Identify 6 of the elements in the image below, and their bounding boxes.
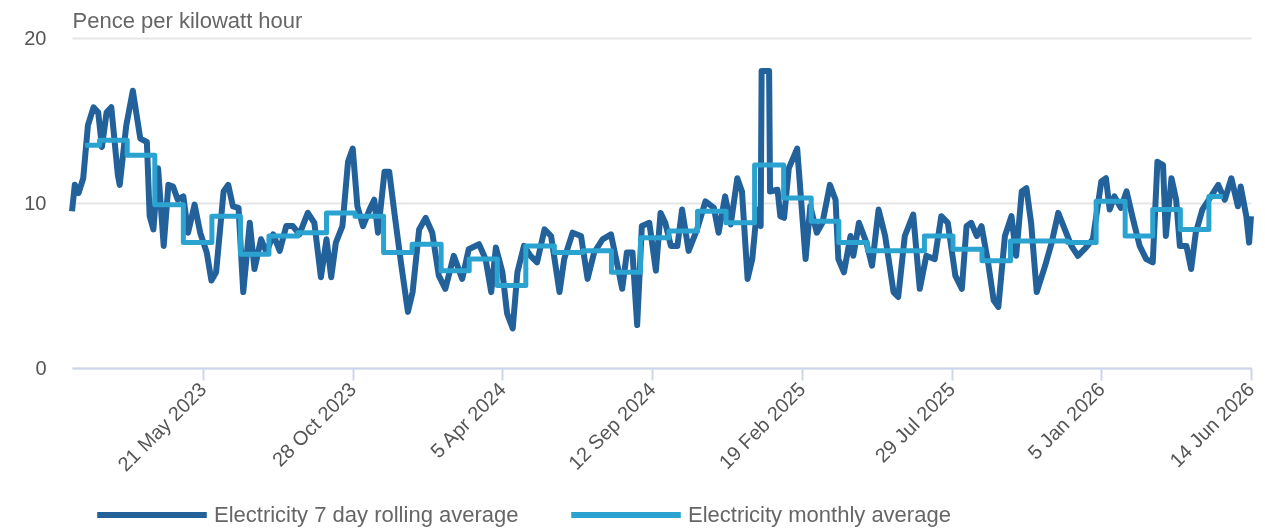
y-tick-label: 0 xyxy=(35,356,47,379)
legend-label: Electricity monthly average xyxy=(688,502,951,527)
legend-label: Electricity 7 day rolling average xyxy=(214,502,519,527)
y-axis-title: Pence per kilowatt hour xyxy=(72,7,303,33)
y-tick-label: 20 xyxy=(24,26,47,49)
y-tick-label: 10 xyxy=(24,191,47,214)
